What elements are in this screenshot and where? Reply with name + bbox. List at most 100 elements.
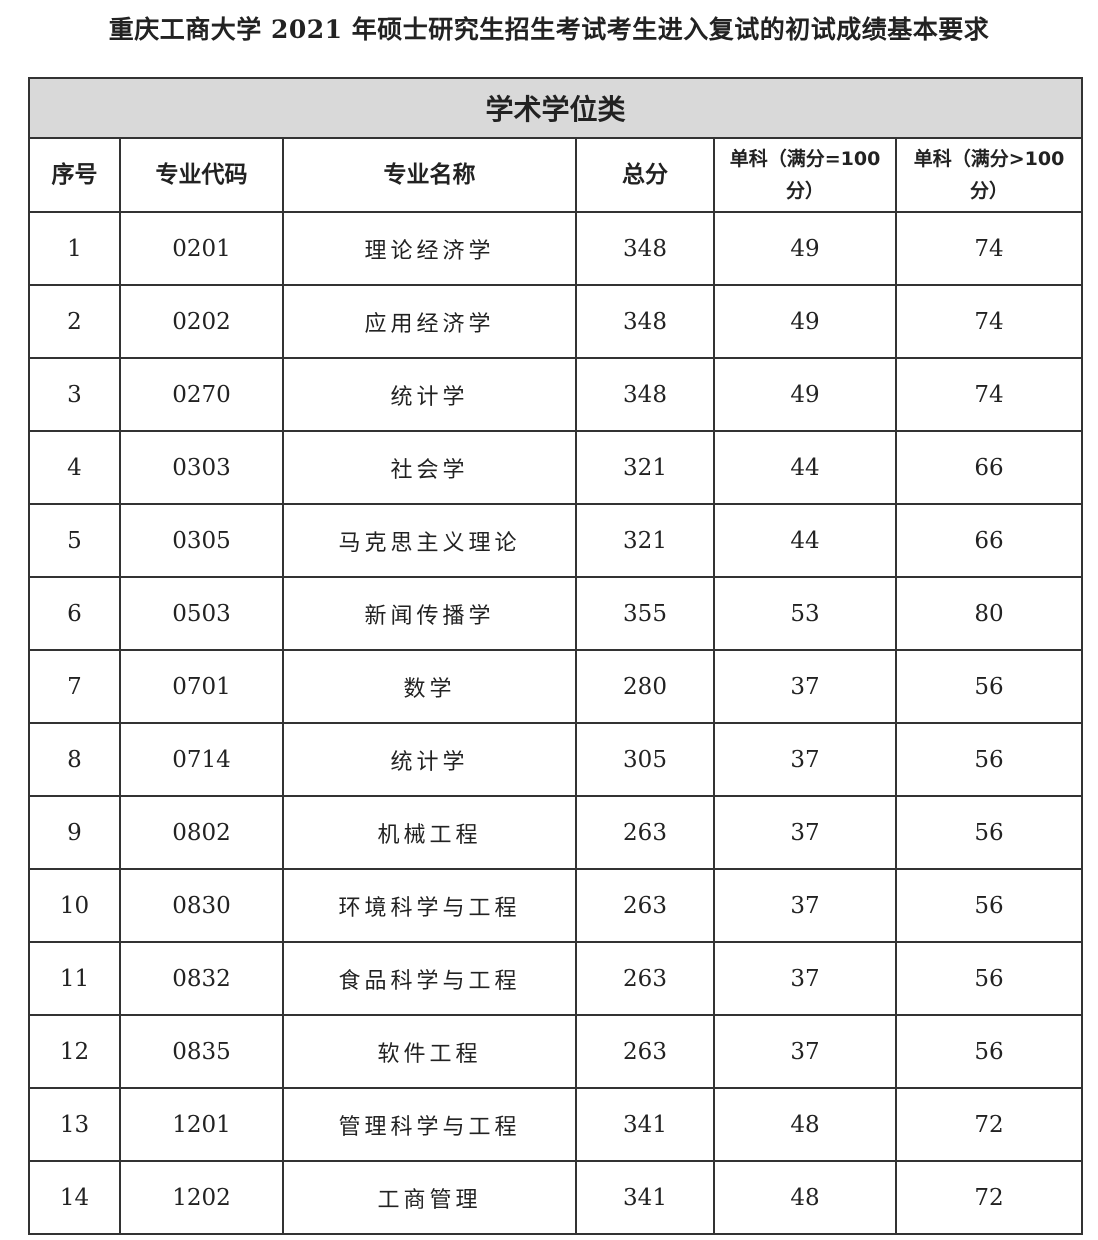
single-subject-over-100: 56 xyxy=(894,649,1084,724)
major-code: 0270 xyxy=(119,357,284,432)
row-index: 8 xyxy=(28,722,121,797)
total-score: 348 xyxy=(575,211,715,286)
major-name: 管理科学与工程 xyxy=(282,1087,577,1162)
major-code: 0303 xyxy=(119,430,284,505)
single-subject-over-100: 72 xyxy=(894,1160,1084,1235)
column-header: 专业名称 xyxy=(282,137,577,213)
single-subject-100: 48 xyxy=(713,1160,897,1235)
table-row: 1 0201 理论经济学 348 49 74 xyxy=(28,211,1084,286)
column-header: 总分 xyxy=(575,137,715,213)
total-score: 263 xyxy=(575,868,715,943)
table-row: 10 0830 环境科学与工程 263 37 56 xyxy=(28,868,1084,943)
row-index: 3 xyxy=(28,357,121,432)
total-score: 305 xyxy=(575,722,715,797)
single-subject-over-100: 56 xyxy=(894,795,1084,870)
row-index: 2 xyxy=(28,284,121,359)
total-score: 348 xyxy=(575,284,715,359)
table-row: 5 0305 马克思主义理论 321 44 66 xyxy=(28,503,1084,578)
row-index: 5 xyxy=(28,503,121,578)
row-index: 14 xyxy=(28,1160,121,1235)
row-index: 4 xyxy=(28,430,121,505)
single-subject-100: 37 xyxy=(713,649,897,724)
single-subject-over-100: 74 xyxy=(894,284,1084,359)
single-subject-100: 37 xyxy=(713,941,897,1016)
single-subject-100: 49 xyxy=(713,357,897,432)
row-index: 1 xyxy=(28,211,121,286)
major-name: 统计学 xyxy=(282,357,577,432)
major-code: 0202 xyxy=(119,284,284,359)
row-index: 7 xyxy=(28,649,121,724)
column-header: 序号 xyxy=(28,137,121,213)
document-title: 重庆工商大学 2021 年硕士研究生招生考试考生进入复试的初试成绩基本要求 xyxy=(108,15,990,44)
total-score: 348 xyxy=(575,357,715,432)
single-subject-100: 37 xyxy=(713,868,897,943)
table-row: 3 0270 统计学 348 49 74 xyxy=(28,357,1084,432)
single-subject-100: 44 xyxy=(713,430,897,505)
major-name: 机械工程 xyxy=(282,795,577,870)
total-score: 263 xyxy=(575,1014,715,1089)
total-score: 263 xyxy=(575,941,715,1016)
column-header: 专业代码 xyxy=(119,137,284,213)
major-code: 0201 xyxy=(119,211,284,286)
major-code: 0832 xyxy=(119,941,284,1016)
column-header: 单科（满分>100 分） xyxy=(894,137,1084,213)
major-code: 1202 xyxy=(119,1160,284,1235)
major-name: 马克思主义理论 xyxy=(282,503,577,578)
table-row: 8 0714 统计学 305 37 56 xyxy=(28,722,1084,797)
single-subject-100: 53 xyxy=(713,576,897,651)
total-score: 263 xyxy=(575,795,715,870)
major-code: 0714 xyxy=(119,722,284,797)
major-code: 0305 xyxy=(119,503,284,578)
table-row: 11 0832 食品科学与工程 263 37 56 xyxy=(28,941,1084,1016)
single-subject-100: 37 xyxy=(713,1014,897,1089)
single-subject-100: 44 xyxy=(713,503,897,578)
major-code: 0830 xyxy=(119,868,284,943)
single-subject-over-100: 66 xyxy=(894,503,1084,578)
major-name: 应用经济学 xyxy=(282,284,577,359)
score-requirements-table: 学术学位类 序号 专业代码 专业名称 总分 单科（满分=100 分） 单科（满分>100 … xyxy=(27,77,1084,1235)
single-subject-over-100: 56 xyxy=(894,722,1084,797)
single-subject-over-100: 72 xyxy=(894,1087,1084,1162)
major-code: 0835 xyxy=(119,1014,284,1089)
single-subject-100: 37 xyxy=(713,795,897,870)
row-index: 10 xyxy=(28,868,121,943)
table-row: 9 0802 机械工程 263 37 56 xyxy=(28,795,1084,870)
major-name: 食品科学与工程 xyxy=(282,941,577,1016)
table-row: 2 0202 应用经济学 348 49 74 xyxy=(28,284,1084,359)
single-subject-100: 37 xyxy=(713,722,897,797)
major-name: 数学 xyxy=(282,649,577,724)
column-header: 单科（满分=100 分） xyxy=(713,137,897,213)
single-subject-over-100: 74 xyxy=(894,211,1084,286)
major-name: 软件工程 xyxy=(282,1014,577,1089)
major-name: 新闻传播学 xyxy=(282,576,577,651)
major-name: 社会学 xyxy=(282,430,577,505)
major-code: 0802 xyxy=(119,795,284,870)
total-score: 341 xyxy=(575,1087,715,1162)
major-code: 0503 xyxy=(119,576,284,651)
major-name: 统计学 xyxy=(282,722,577,797)
total-score: 341 xyxy=(575,1160,715,1235)
row-index: 6 xyxy=(28,576,121,651)
major-code: 0701 xyxy=(119,649,284,724)
single-subject-over-100: 56 xyxy=(894,941,1084,1016)
table-row: 14 1202 工商管理 341 48 72 xyxy=(28,1160,1084,1235)
row-index: 12 xyxy=(28,1014,121,1089)
table-row: 12 0835 软件工程 263 37 56 xyxy=(28,1014,1084,1089)
table-row: 7 0701 数学 280 37 56 xyxy=(28,649,1084,724)
section-heading: 学术学位类 xyxy=(27,77,1084,139)
single-subject-over-100: 74 xyxy=(894,357,1084,432)
major-name: 理论经济学 xyxy=(282,211,577,286)
row-index: 9 xyxy=(28,795,121,870)
row-index: 13 xyxy=(28,1087,121,1162)
total-score: 355 xyxy=(575,576,715,651)
table-row: 6 0503 新闻传播学 355 53 80 xyxy=(28,576,1084,651)
total-score: 321 xyxy=(575,430,715,505)
table-row: 13 1201 管理科学与工程 341 48 72 xyxy=(28,1087,1084,1162)
single-subject-100: 49 xyxy=(713,284,897,359)
single-subject-over-100: 66 xyxy=(894,430,1084,505)
total-score: 321 xyxy=(575,503,715,578)
row-index: 11 xyxy=(28,941,121,1016)
single-subject-over-100: 56 xyxy=(894,1014,1084,1089)
single-subject-100: 49 xyxy=(713,211,897,286)
major-name: 环境科学与工程 xyxy=(282,868,577,943)
